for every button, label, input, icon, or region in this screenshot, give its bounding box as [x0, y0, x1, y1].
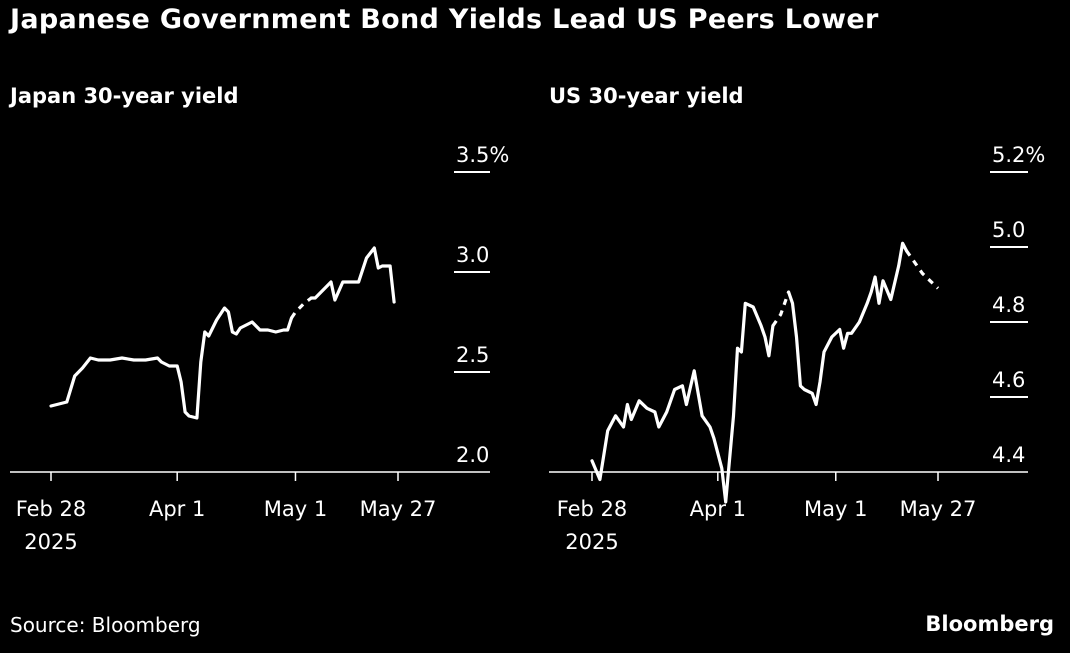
yield-line — [787, 241, 909, 407]
yield-line — [590, 301, 775, 504]
yield-line-dashed — [771, 291, 791, 327]
source-note: Source: Bloomberg — [10, 613, 201, 637]
bloomberg-logo: Bloomberg — [925, 612, 1054, 636]
japan-panel-title: Japan 30-year yield — [10, 84, 239, 108]
yield-line-dashed — [290, 296, 313, 319]
japan-yield-chart: 3.5% 3.0 2.5 2.0 Feb 28 Apr 1 May 1 May 27 2025 — [10, 143, 509, 554]
x-tick-label: Feb 28 — [16, 497, 87, 521]
x-tick-label: May 1 — [804, 497, 867, 521]
x-tick-label: Apr 1 — [690, 497, 746, 521]
y-tick-label: 2.5 — [456, 343, 489, 367]
us-panel-title: US 30-year yield — [549, 84, 744, 108]
yield-line-dashed — [905, 249, 940, 290]
y-tick-label: 5.2% — [992, 143, 1045, 167]
yield-line — [309, 246, 396, 304]
y-tick-label: 4.4 — [992, 443, 1025, 467]
us-yield-chart: 5.2% 5.0 4.8 4.6 4.4 Feb 28 Apr 1 May 1 May 27 20… — [549, 143, 1045, 554]
y-tick-label: 3.5% — [456, 143, 509, 167]
x-tick-label: Feb 28 — [557, 497, 628, 521]
x-tick-sublabel: 2025 — [24, 530, 77, 554]
x-tick-label: May 27 — [360, 497, 437, 521]
x-tick-label: Apr 1 — [149, 497, 205, 521]
x-tick-label: May 1 — [264, 497, 327, 521]
y-tick-label: 4.6 — [992, 368, 1025, 392]
x-tick-sublabel: 2025 — [565, 530, 618, 554]
yield-line — [49, 306, 294, 420]
y-tick-label: 4.8 — [992, 293, 1025, 317]
y-tick-label: 5.0 — [992, 218, 1025, 242]
y-tick-label: 2.0 — [456, 443, 489, 467]
y-tick-label: 3.0 — [456, 243, 489, 267]
x-tick-label: May 27 — [900, 497, 977, 521]
chart-title: Japanese Government Bond Yields Lead US … — [10, 4, 879, 35]
